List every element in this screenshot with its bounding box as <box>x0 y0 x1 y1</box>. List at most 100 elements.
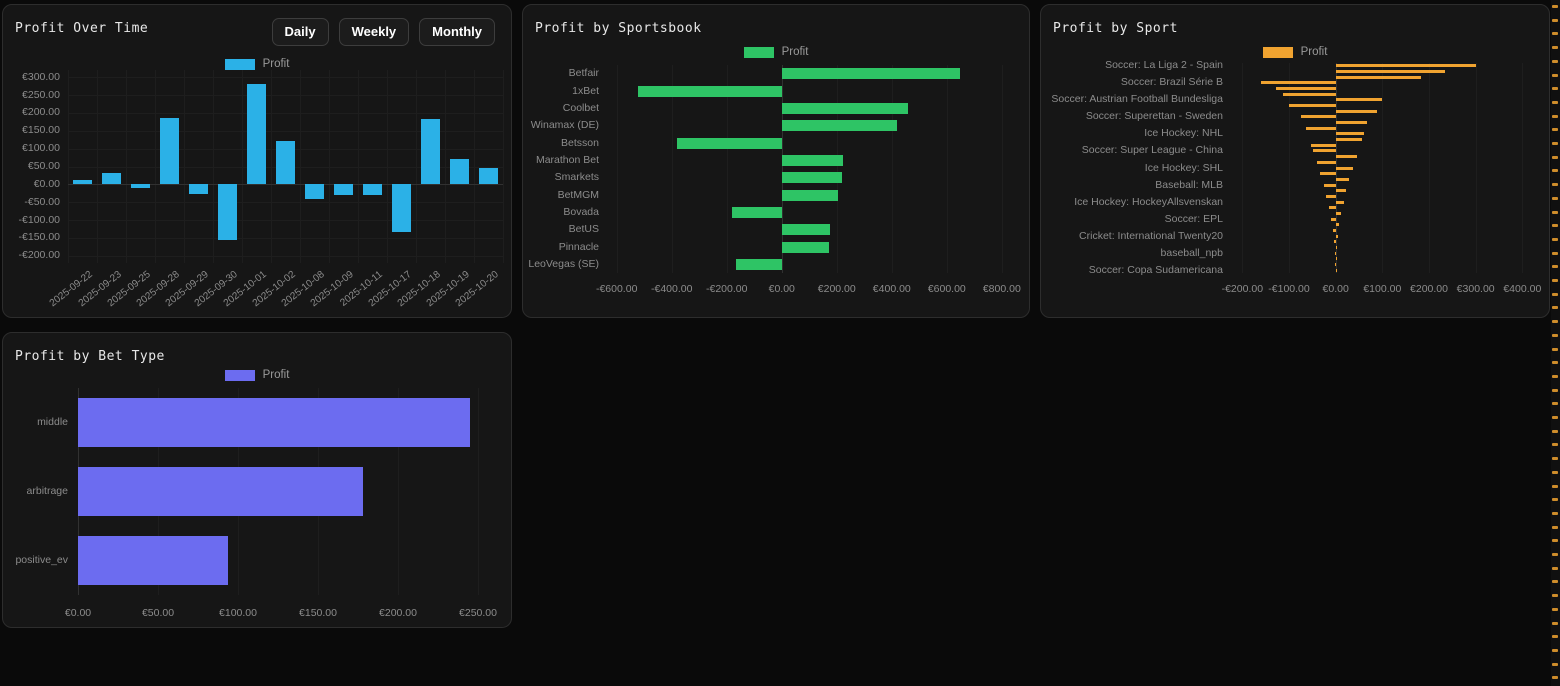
bar[interactable] <box>1335 75 1421 79</box>
bar[interactable] <box>1326 194 1336 198</box>
y-category-label: arbitrage <box>26 485 68 497</box>
x-axis-tick-label: -€200.00 <box>1221 283 1264 295</box>
bar[interactable] <box>1301 115 1336 119</box>
monthly-button[interactable]: Monthly <box>419 18 495 46</box>
bar[interactable] <box>78 536 229 585</box>
legend[interactable]: Profit <box>523 46 1029 58</box>
x-axis-tick-label: -€100.00 <box>1268 283 1310 295</box>
y-category-label: Soccer: Copa Sudamericana <box>1088 263 1223 276</box>
bar[interactable] <box>1323 183 1336 187</box>
bar[interactable] <box>1331 217 1336 221</box>
y-category-label: Baseball: MLB <box>1155 178 1223 191</box>
bar[interactable] <box>781 154 843 166</box>
bar-2025-09-25[interactable] <box>131 184 150 189</box>
h-gridline <box>68 184 503 186</box>
bar[interactable] <box>1335 166 1354 170</box>
bar-2025-10-08[interactable] <box>305 184 324 199</box>
weekly-button[interactable]: Weekly <box>338 18 410 46</box>
scrollbar-marker <box>1552 292 1558 296</box>
bar[interactable] <box>1335 132 1365 136</box>
bar[interactable] <box>1335 70 1446 73</box>
bar[interactable] <box>1335 98 1383 102</box>
scrollbar[interactable] <box>1551 0 1560 686</box>
bar[interactable] <box>735 258 782 270</box>
bar[interactable] <box>1335 257 1337 261</box>
bar-2025-10-02[interactable] <box>276 141 295 185</box>
bar[interactable] <box>1335 138 1362 142</box>
legend-swatch <box>1262 46 1293 58</box>
bar[interactable] <box>781 120 897 132</box>
bar[interactable] <box>1335 268 1337 272</box>
bar[interactable] <box>1313 149 1336 153</box>
bar[interactable] <box>1276 87 1336 91</box>
scrollbar-marker <box>1552 374 1558 378</box>
bar[interactable] <box>1335 223 1339 227</box>
bar[interactable] <box>1335 245 1337 249</box>
bar[interactable] <box>1311 143 1336 147</box>
bar[interactable] <box>1335 64 1476 68</box>
bar-2025-10-11[interactable] <box>363 184 382 196</box>
bar[interactable] <box>1335 121 1368 125</box>
scrollbar-marker <box>1552 73 1558 77</box>
bar[interactable] <box>1316 160 1336 164</box>
y-category-label: Smarkets <box>554 171 599 184</box>
chart-title-profit-by-bet-type: Profit by Bet Type <box>15 349 165 364</box>
bar[interactable] <box>1333 228 1336 232</box>
scrollbar-marker <box>1552 607 1558 611</box>
bar[interactable] <box>637 85 782 97</box>
v-gridline <box>478 388 479 595</box>
legend[interactable]: Profit <box>1041 46 1549 58</box>
bar[interactable] <box>1335 234 1338 238</box>
bar[interactable] <box>781 241 829 253</box>
bar-2025-10-01[interactable] <box>247 83 266 185</box>
bar[interactable] <box>1335 189 1347 193</box>
bar[interactable] <box>1334 251 1336 255</box>
daily-button[interactable]: Daily <box>271 18 329 46</box>
bar-2025-09-30[interactable] <box>218 184 237 240</box>
bar-2025-10-18[interactable] <box>421 118 440 185</box>
bar[interactable] <box>1335 177 1350 181</box>
bar-2025-10-20[interactable] <box>479 167 498 185</box>
bar[interactable] <box>676 137 782 149</box>
v-gridline <box>1001 65 1003 273</box>
scrollbar-marker <box>1552 443 1558 447</box>
bar[interactable] <box>731 206 782 218</box>
legend-swatch <box>743 46 774 58</box>
bar[interactable] <box>781 189 838 201</box>
bar[interactable] <box>1329 206 1336 210</box>
scrollbar-marker <box>1552 347 1558 351</box>
bar[interactable] <box>1261 81 1336 85</box>
bar-2025-09-28[interactable] <box>160 117 179 185</box>
bar[interactable] <box>1335 262 1337 266</box>
scrollbar-marker <box>1552 128 1558 132</box>
y-category-label: BetUS <box>568 223 599 236</box>
scrollbar-marker <box>1552 279 1558 282</box>
bar[interactable] <box>781 224 830 236</box>
bar[interactable] <box>1335 155 1357 159</box>
legend[interactable]: Profit <box>3 369 511 381</box>
bar[interactable] <box>1335 109 1378 113</box>
bar[interactable] <box>1335 200 1344 204</box>
bar[interactable] <box>781 102 908 114</box>
legend[interactable]: Profit <box>3 58 511 70</box>
bar-2025-10-09[interactable] <box>334 184 353 196</box>
bar[interactable] <box>781 172 842 184</box>
bar[interactable] <box>1334 240 1336 244</box>
y-category-label: Soccer: La Liga 2 - Spain <box>1105 59 1223 72</box>
bar[interactable] <box>1320 172 1336 176</box>
x-axis-tick-label: €250.00 <box>459 607 497 619</box>
bar[interactable] <box>1335 211 1341 215</box>
bar[interactable] <box>1289 104 1336 108</box>
bar-2025-09-23[interactable] <box>102 172 121 185</box>
h-gridline <box>68 130 503 132</box>
bar[interactable] <box>781 68 960 80</box>
bar-2025-10-19[interactable] <box>450 158 469 185</box>
bar-2025-09-29[interactable] <box>189 184 208 195</box>
bar-2025-10-17[interactable] <box>392 184 411 232</box>
bar[interactable] <box>1282 92 1336 96</box>
bar[interactable] <box>78 467 363 516</box>
x-axis-tick-label: €0.00 <box>64 607 92 619</box>
bar-2025-09-22[interactable] <box>73 180 92 185</box>
bar[interactable] <box>78 398 470 447</box>
bar[interactable] <box>1306 126 1336 130</box>
